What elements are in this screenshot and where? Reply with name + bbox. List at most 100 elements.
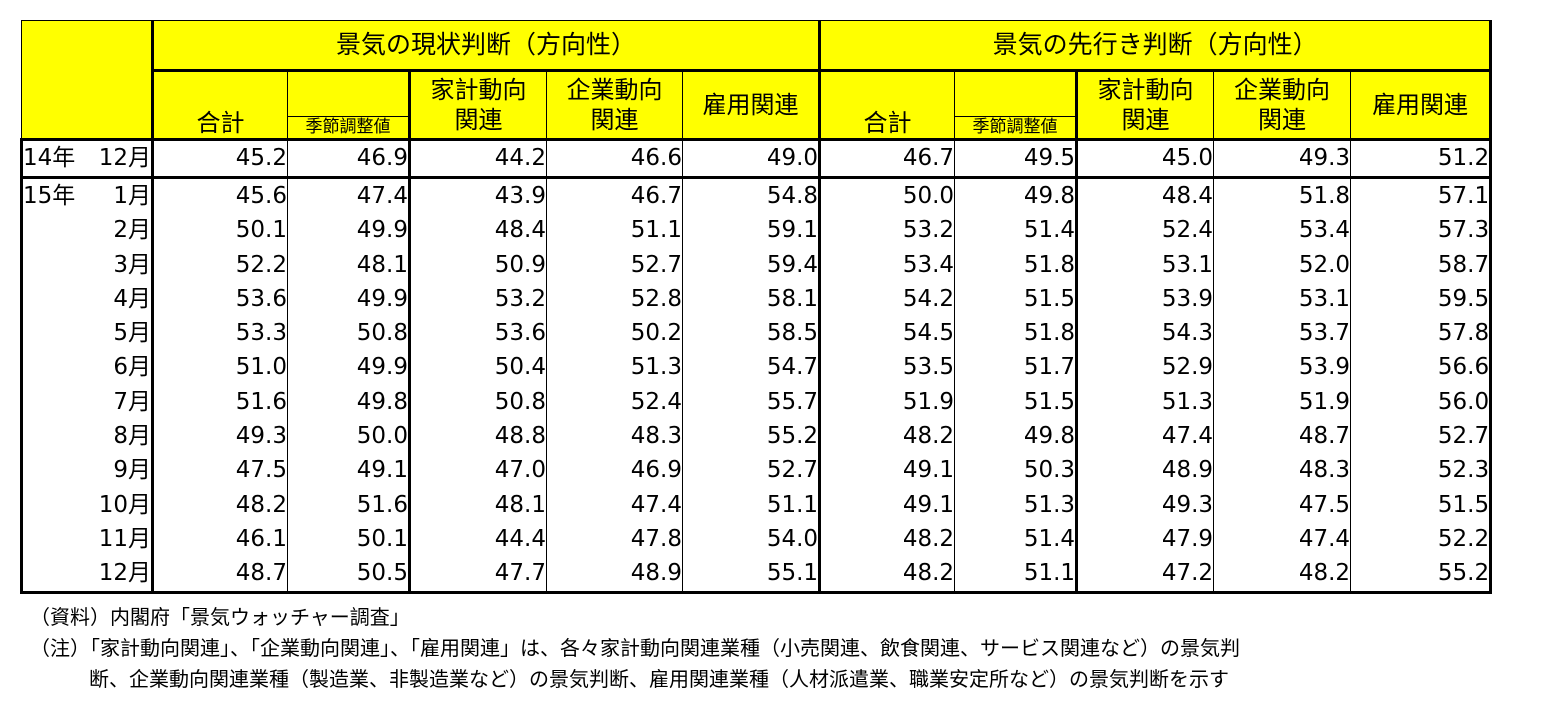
cell-value: 52.4 [1075, 213, 1214, 248]
table-row: 6月 51.0 49.9 50.4 51.3 54.7 53.5 51.7 52.9 53.9 56… [20, 350, 1493, 386]
cell-value: 45.2 [152, 138, 288, 180]
cell-value: 49.8 [954, 419, 1077, 454]
row-label: 11月 [20, 522, 154, 557]
table-row: 15年 1月 45.6 47.4 43.9 46.7 54.8 50.0 49.8 48.4 51.… [20, 177, 1493, 214]
cell-value: 50.2 [546, 316, 683, 351]
footnote-line-1: （注）「家計動向関連」、「企業動向関連」、「雇用関連」は、各々家計動向関連業種（… [30, 636, 1240, 660]
row-label: 4月 [20, 282, 154, 317]
cell-value: 45.6 [152, 177, 288, 214]
cell-value: 46.7 [546, 177, 683, 214]
table-row: 5月 53.3 50.8 53.6 50.2 58.5 54.5 51.8 54.3 53.7 57… [20, 316, 1493, 351]
current-sa-header-spacer [287, 70, 410, 117]
cell-value: 53.4 [818, 247, 955, 283]
current-household-header: 家計動向 関連 [408, 69, 547, 141]
cell-value: 53.6 [152, 282, 288, 317]
table-row: 4月 53.6 49.9 53.2 52.8 58.1 54.2 51.5 53.9 53.1 59… [20, 282, 1493, 317]
cell-value: 46.1 [152, 522, 288, 557]
cell-value: 51.6 [287, 487, 410, 523]
cell-value: 48.2 [818, 522, 955, 557]
cell-value: 52.0 [1213, 247, 1351, 283]
outlook-seasonally-adjusted-header: 季節調整値 [954, 115, 1078, 141]
row-month: 4月 [113, 285, 151, 312]
cell-value: 51.3 [954, 487, 1077, 523]
cell-value: 44.2 [408, 138, 547, 180]
row-label: 7月 [20, 385, 154, 420]
cell-value: 48.2 [1213, 556, 1351, 595]
row-month: 6月 [113, 354, 151, 381]
cell-value: 49.1 [818, 453, 955, 488]
source-note: （資料）内閣府「景気ウォッチャー調査」 [30, 605, 410, 629]
row-label: 10月 [20, 487, 154, 523]
cell-value: 47.9 [1075, 522, 1214, 557]
cell-value: 47.5 [1213, 487, 1351, 523]
cell-value: 49.1 [818, 487, 955, 523]
cell-value: 53.1 [1075, 247, 1214, 283]
cell-value: 48.4 [408, 213, 547, 248]
cell-value: 49.5 [954, 138, 1077, 180]
table-body: 14年 12月 45.2 46.9 44.2 46.6 49.0 46.7 49.… [20, 138, 1493, 595]
table-row: 9月 47.5 49.1 47.0 46.9 52.7 49.1 50.3 48.9 48.3 52… [20, 453, 1493, 488]
cell-value: 51.5 [954, 282, 1077, 317]
cell-value: 57.8 [1350, 316, 1493, 351]
current-employment-header: 雇用関連 [681, 69, 821, 141]
cell-value: 51.3 [546, 350, 683, 386]
cell-value: 50.4 [408, 350, 547, 386]
cell-value: 59.1 [681, 213, 820, 248]
cell-value: 53.5 [818, 350, 955, 386]
table-row: 14年 12月 45.2 46.9 44.2 46.6 49.0 46.7 49.… [20, 138, 1493, 180]
cell-value: 53.7 [1213, 316, 1351, 351]
table-row: 10月 48.2 51.6 48.1 47.4 51.1 49.1 51.3 49.3 47.5 5… [20, 487, 1493, 523]
cell-value: 48.2 [818, 556, 955, 595]
row-month: 11月 [98, 525, 151, 552]
row-month: 7月 [113, 388, 151, 415]
cell-value: 51.0 [152, 350, 288, 386]
cell-value: 51.1 [546, 213, 683, 248]
notes-block: （資料）内閣府「景気ウォッチャー調査」 （注）「家計動向関連」、「企業動向関連」… [30, 602, 1530, 695]
cell-value: 48.8 [408, 419, 547, 454]
cell-value: 51.5 [1350, 487, 1493, 523]
cell-value: 48.7 [152, 556, 288, 595]
economy-watcher-table: 景気の現状判断（方向性） 景気の先行き判断（方向性） 合計 家計動向 関連 企業動… [20, 19, 1493, 595]
table-row: 7月 51.6 49.8 50.8 52.4 55.7 51.9 51.5 51.3 51.9 56… [20, 385, 1493, 420]
cell-value: 55.1 [681, 556, 820, 595]
row-month: 10月 [98, 491, 151, 518]
cell-value: 56.6 [1350, 350, 1493, 386]
cell-value: 45.0 [1075, 138, 1214, 180]
cell-value: 51.8 [954, 316, 1077, 351]
cell-value: 49.9 [287, 350, 410, 386]
cell-value: 49.3 [1213, 138, 1351, 180]
cell-value: 47.7 [408, 556, 547, 595]
row-month: 2月 [113, 217, 151, 244]
row-label: 12月 [20, 556, 154, 595]
cell-value: 48.1 [287, 247, 410, 283]
cell-value: 49.9 [287, 282, 410, 317]
cell-value: 50.5 [287, 556, 410, 595]
cell-value: 52.7 [546, 247, 683, 283]
current-judgment-group-header: 景気の現状判断（方向性） [151, 20, 821, 72]
cell-value: 46.6 [546, 138, 683, 180]
table-row: 3月 52.2 48.1 50.9 52.7 59.4 53.4 51.8 53.1 52.0 58… [20, 247, 1493, 283]
row-label: 14年 12月 [20, 138, 154, 180]
cell-value: 53.9 [1075, 282, 1214, 317]
cell-value: 54.5 [818, 316, 955, 351]
cell-value: 50.8 [408, 385, 547, 420]
cell-value: 49.1 [287, 453, 410, 488]
cell-value: 51.6 [152, 385, 288, 420]
cell-value: 52.4 [546, 385, 683, 420]
row-label: 6月 [20, 350, 154, 386]
cell-value: 51.8 [1213, 177, 1351, 214]
cell-value: 53.2 [818, 213, 955, 248]
row-label: 8月 [20, 419, 154, 454]
cell-value: 52.2 [1350, 522, 1493, 557]
cell-value: 55.2 [1350, 556, 1493, 595]
cell-value: 43.9 [408, 177, 547, 214]
current-seasonally-adjusted-header: 季節調整値 [287, 115, 410, 141]
cell-value: 52.9 [1075, 350, 1214, 386]
cell-value: 51.7 [954, 350, 1077, 386]
row-month: 8月 [113, 422, 151, 449]
cell-value: 50.8 [287, 316, 410, 351]
cell-value: 50.0 [287, 419, 410, 454]
cell-value: 48.9 [1075, 453, 1214, 488]
cell-value: 52.2 [152, 247, 288, 283]
outlook-total-header: 合計 [818, 69, 956, 140]
